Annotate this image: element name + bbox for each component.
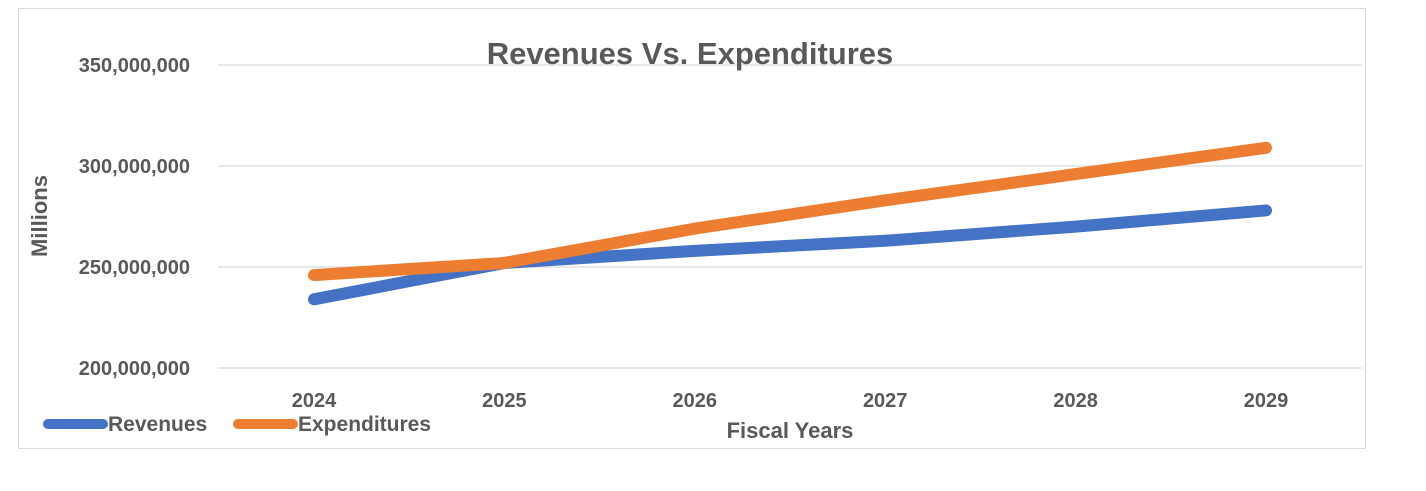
x-tick-label: 2028 [1053,390,1098,412]
x-tick-label: 2029 [1244,390,1289,412]
series-line-revenues [308,204,1272,306]
x-axis-ticks: 2024 2025 2026 2027 2028 2029 [292,390,1289,412]
y-axis-ticks: 200,000,000 250,000,000 300,000,000 350,000… [79,55,190,380]
x-tick-label: 2026 [673,390,718,412]
x-tick-label: 2024 [292,390,337,412]
chart-title: Revenues Vs. Expenditures [487,36,894,71]
x-tick-label: 2025 [482,390,527,412]
y-tick-label: 300,000,000 [79,156,190,178]
legend-label-revenues: Revenues [108,413,207,436]
x-tick-label: 2027 [863,390,908,412]
series-lines [308,141,1272,306]
series-line-expenditures [308,141,1272,282]
y-tick-label: 350,000,000 [79,55,190,77]
legend: Revenues Expenditures [43,413,431,436]
y-tick-label: 200,000,000 [79,358,190,380]
y-tick-label: 250,000,000 [79,257,190,279]
x-axis-title: Fiscal Years [727,418,854,443]
y-axis-title: Millions [27,175,52,257]
legend-label-expenditures: Expenditures [298,413,431,436]
